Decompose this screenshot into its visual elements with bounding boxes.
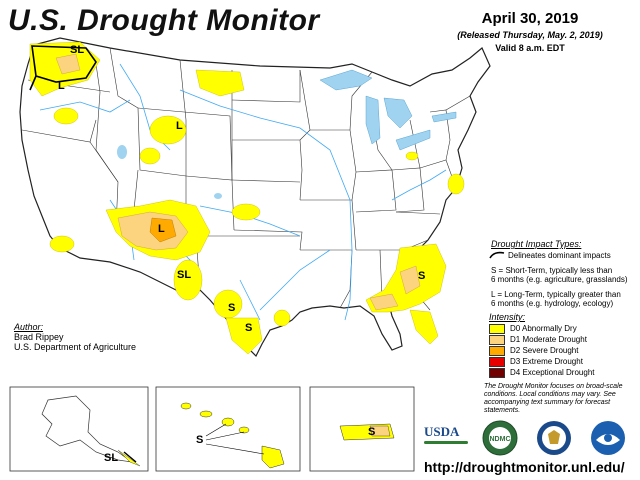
intensity-legend: D0 Abnormally Dry D1 Moderate Drought D2… [489,323,595,378]
great-lakes [319,69,457,151]
ndmc-logo-text: NDMC [490,436,511,443]
impact-s-line2: 6 months (e.g. agriculture, grasslands) [491,275,628,284]
label-co-l: L [158,223,165,235]
impact-l-line2: 6 months (e.g. hydrology, ecology) [491,299,614,308]
valid-time: Valid 8 a.m. EDT [495,43,565,53]
disclaimer-note: The Drought Monitor focuses on broad-sca… [484,383,623,414]
swatch-d4 [489,367,505,378]
intensity-legend-title: Intensity: [489,312,526,322]
label-d1: D1 Moderate Drought [510,335,587,344]
ndmc-logo: NDMC [482,420,518,456]
intensity-item-d4: D4 Exceptional Drought [489,367,595,378]
website-url[interactable]: http://droughtmonitor.unl.edu/ [424,459,625,475]
label-wa-sl: SL [70,44,85,56]
intensity-item-d3: D3 Extreme Drought [489,356,595,367]
author-block: Author: Brad Rippey U.S. Department of A… [14,322,136,352]
release-date: (Released Thursday, May. 2, 2019) [457,30,603,40]
label-d2: D2 Severe Drought [510,346,579,355]
noaa-logo [591,421,625,455]
impact-legend-title: Drought Impact Types: [491,239,582,249]
impact-line-label: Delineates dominant impacts [508,251,611,260]
label-pr-s: S [368,426,376,438]
label-d0: D0 Abnormally Dry [510,324,577,333]
d2-areas [149,217,177,243]
label-hi-s: S [196,434,204,446]
intensity-item-d1: D1 Moderate Drought [489,334,595,345]
impact-l-line1: L = Long-Term, typically greater than [491,290,621,299]
label-nm-sl: SL [177,269,192,281]
impact-lines [29,45,97,91]
swatch-d3 [489,356,505,367]
usda-logo: USDA [424,424,468,444]
impact-s-line1: S = Short-Term, typically less than [491,266,613,275]
map-title: U.S. Drought Monitor [8,4,320,37]
author-org: U.S. Department of Agriculture [14,342,137,352]
swatch-d0 [489,323,505,334]
intensity-item-d0: D0 Abnormally Dry [489,323,595,334]
intensity-item-d2: D2 Severe Drought [489,345,595,356]
impact-line-swatch [489,251,505,259]
author-name: Brad Rippey [14,332,64,342]
commerce-seal [537,421,571,455]
label-d3: D3 Extreme Drought [510,357,583,366]
author-heading: Author: [14,322,44,332]
label-d4: D4 Exceptional Drought [510,368,595,377]
label-or-l: L [58,80,65,92]
label-tx-s1: S [228,302,236,314]
label-tx-s2: S [245,322,253,334]
label-se-s: S [418,270,426,282]
usda-logo-text: USDA [424,424,460,439]
swatch-d1 [489,334,505,345]
conus-outline [19,37,491,358]
map-date: April 30, 2019 [481,10,579,27]
swatch-d2 [489,345,505,356]
label-ak-sl: SL [104,452,119,464]
label-mt-l: L [176,120,183,132]
